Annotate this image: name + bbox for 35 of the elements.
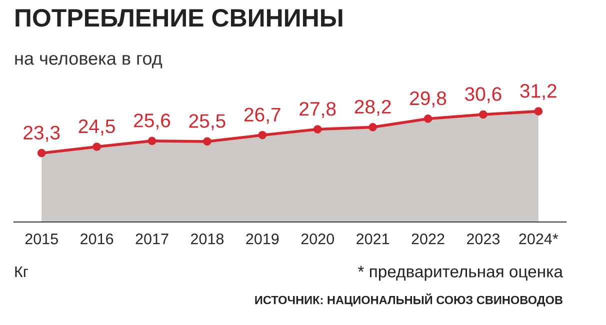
- data-label: 27,8: [300, 102, 336, 118]
- point: [424, 114, 432, 123]
- x-tick-label: 2018: [190, 234, 224, 244]
- annotation: * предварительная оценка: [358, 266, 564, 281]
- data-label: 31,2: [520, 84, 556, 100]
- chart-subtitle: на человека в год: [15, 54, 162, 68]
- point: [534, 107, 543, 116]
- data-label: 29,8: [410, 91, 446, 108]
- x-tick-label: 2019: [246, 234, 279, 244]
- point: [148, 136, 156, 146]
- data-label: 28,2: [354, 100, 391, 116]
- text: ИСТОЧНИК: НАЦИОНАЛЬНЫЙ СОЮЗ СВИНОВОДОВ: [255, 293, 562, 306]
- point: [37, 148, 46, 158]
- point: [479, 110, 488, 119]
- point: [92, 142, 101, 151]
- x-tick-label: 2020: [301, 234, 334, 244]
- x-tick-label: 2023: [466, 234, 500, 244]
- data-label: 30,6: [465, 87, 502, 104]
- data-label: 24,5: [78, 119, 115, 136]
- chart-title: ПОТРЕБЛЕНИЕ СВИНИНЫ: [16, 9, 342, 27]
- point: [368, 123, 377, 132]
- x-tick-label: 2021: [356, 234, 390, 244]
- data-label: 25,6: [134, 114, 170, 130]
- annotation: Кг: [15, 266, 28, 277]
- x-tick-label: 2017: [136, 234, 168, 244]
- x-tick-label: 2016: [80, 234, 114, 244]
- x-tick-label: 2015: [25, 234, 58, 244]
- point: [203, 137, 212, 146]
- data-label: 26,7: [244, 108, 280, 124]
- data-label: 25,5: [189, 114, 226, 130]
- x-tick-label: 2022: [412, 234, 444, 244]
- x-tick-label: 2024*: [519, 234, 558, 244]
- point: [258, 130, 267, 140]
- data-label: 23,3: [24, 126, 60, 142]
- point: [313, 125, 322, 134]
